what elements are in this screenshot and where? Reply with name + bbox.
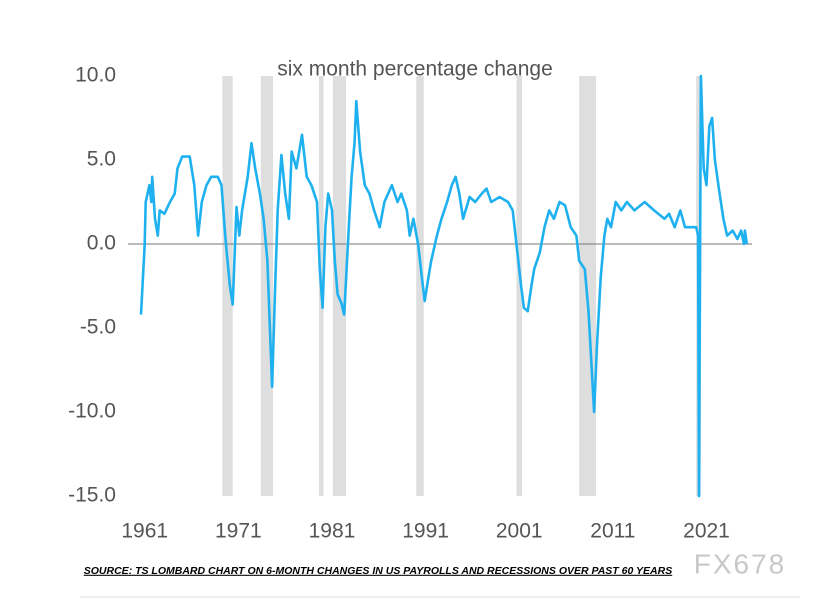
x-tick-label: 1961 [121,520,168,543]
x-tick-label: 2021 [683,520,730,543]
recession-band [222,76,233,496]
x-tick-label: 2001 [496,520,543,543]
source-note: SOURCE: TS LOMBARD CHART ON 6-MONTH CHAN… [84,565,672,577]
y-tick-label: 10.0 [75,64,116,87]
recession-band [260,76,273,496]
watermark: FX678 [694,548,787,579]
recession-band [516,76,523,496]
data-line [139,74,749,498]
y-tick-label: -5.0 [80,316,116,339]
x-tick-label: 2011 [590,520,635,543]
x-tick-label: 1981 [309,520,356,543]
y-tick-label: -15.0 [68,484,116,507]
x-tick-label: 1991 [402,520,449,543]
recession-band [579,76,597,496]
recession-band [332,76,347,496]
x-tick-label: 1971 [215,520,262,543]
y-tick-label: 0.0 [87,232,116,255]
chart-title: six month percentage change [277,58,553,81]
recession-band [416,76,424,496]
y-tick-label: -10.0 [68,400,116,423]
y-tick-label: 5.0 [87,148,116,171]
